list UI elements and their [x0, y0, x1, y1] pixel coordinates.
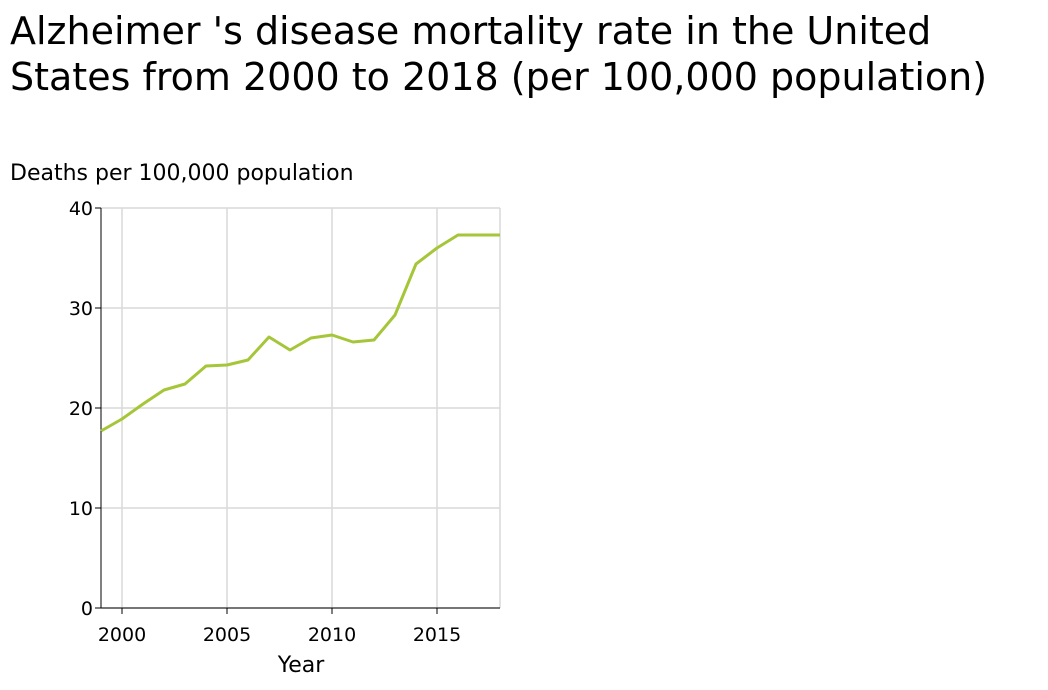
- x-tick-label: 2015: [413, 624, 461, 646]
- y-tick-label: 20: [69, 398, 93, 420]
- y-axis-label: Deaths per 100,000 population: [10, 161, 354, 186]
- x-tick-label: 2010: [308, 624, 356, 646]
- x-tick-label: 2005: [203, 624, 251, 646]
- tick-labels: 0 10 20 30 40 2000 2005 2010 2015: [69, 198, 461, 646]
- series-group: [100, 233, 501, 433]
- y-tick-label: 40: [69, 198, 93, 220]
- axes: [95, 207, 500, 614]
- x-axis-label: Year: [277, 653, 326, 678]
- series-line: [100, 233, 500, 433]
- y-tick-label: 10: [69, 498, 93, 520]
- gridlines: [101, 207, 501, 609]
- x-tick-label: 2000: [98, 624, 146, 646]
- chart-title: Alzheimer 's disease mortality rate in t…: [10, 9, 988, 99]
- y-tick-label: 0: [81, 598, 93, 620]
- y-tick-label: 30: [69, 298, 93, 320]
